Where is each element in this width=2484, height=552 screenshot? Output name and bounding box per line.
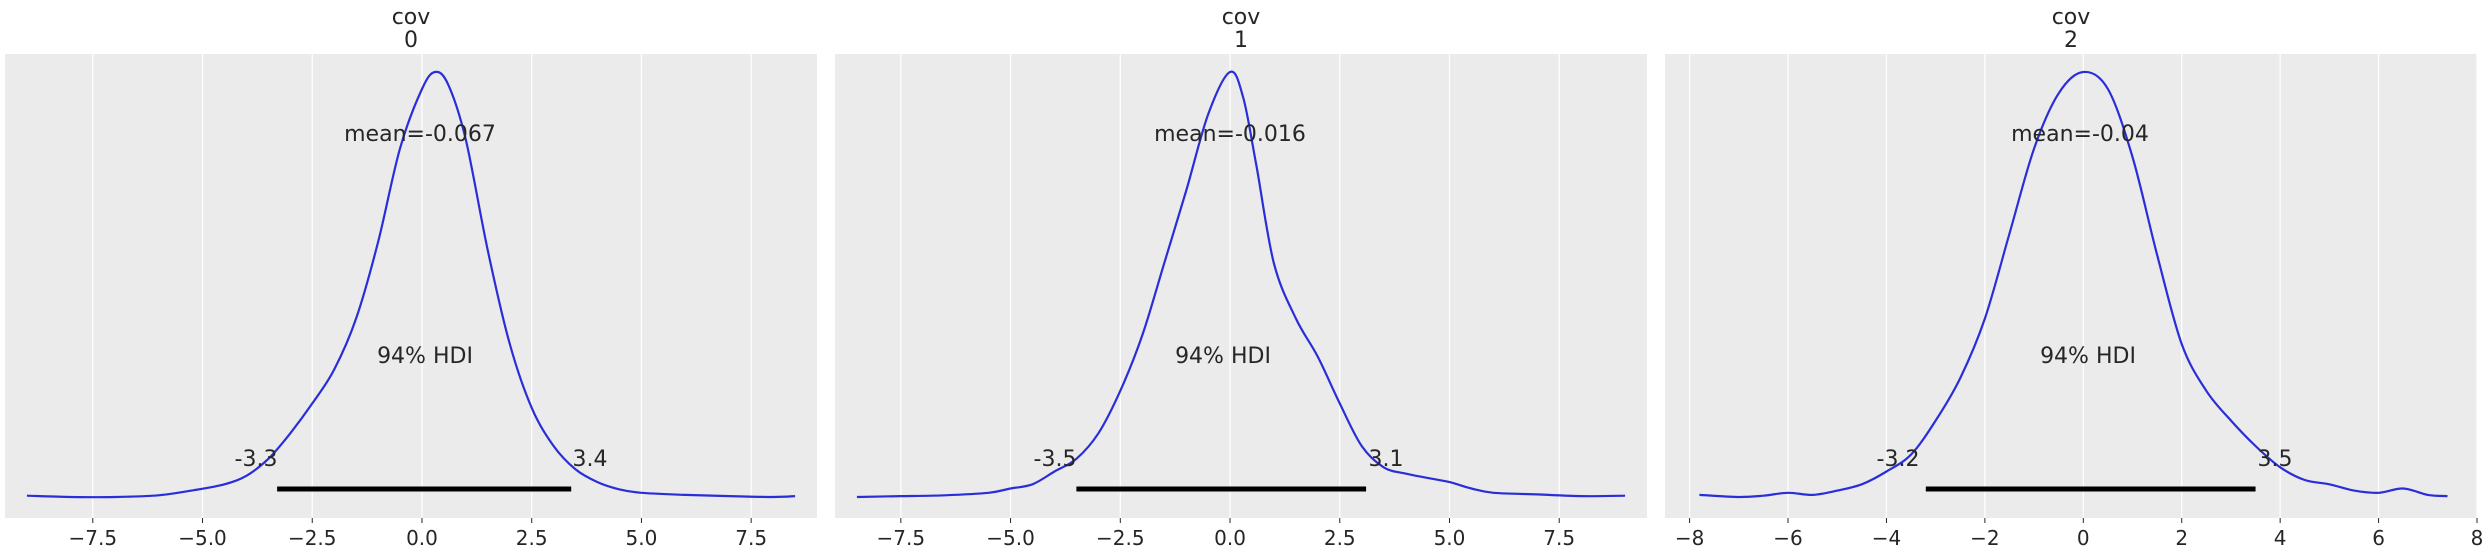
- hdi-low-label: -3.3: [235, 447, 278, 472]
- hdi-high-label: 3.1: [1369, 447, 1404, 472]
- plot-area: [1665, 54, 2477, 518]
- mean-label: mean=-0.04: [2011, 122, 2149, 147]
- x-tick-label: −7.5: [68, 526, 117, 550]
- x-tick-label: −4: [1872, 526, 1901, 550]
- x-tick-label: 0.0: [1214, 526, 1246, 550]
- plot-area: [5, 54, 817, 518]
- kde-curve: [26, 70, 796, 499]
- subplot-cov-1: cov 1 −7.5 −5.0 −2.5 0.0 2.5 5.0 7.5 mean=-0.0…: [835, 5, 1647, 550]
- x-gridlines: [900, 54, 1560, 518]
- x-tick-label: 7.5: [735, 526, 767, 550]
- x-tick-label: −2.5: [1096, 526, 1145, 550]
- x-gridlines: [92, 54, 752, 518]
- x-tick-label: 2.5: [516, 526, 548, 550]
- mean-label: mean=-0.016: [1154, 122, 1306, 147]
- x-axis: −8 −6 −4 −2 0 2 4 6 8: [1675, 518, 2484, 550]
- x-tick-label: 2.5: [1324, 526, 1356, 550]
- mean-label: mean=-0.067: [344, 122, 496, 147]
- subplot-cov-2: cov 2 −8 −6 −4 −2 0 2 4 6 8 mean=-0.04 94% HDI -…: [1665, 5, 2483, 550]
- x-tick-label: 2: [2175, 526, 2188, 550]
- kde-curve: [856, 70, 1626, 499]
- hdi-label: 94% HDI: [1175, 344, 1271, 369]
- x-tick-label: −6: [1773, 526, 1802, 550]
- subplot-title-line-2: 1: [1234, 28, 1248, 53]
- subplot-title-line-1: cov: [392, 5, 431, 30]
- x-tick-label: −5.0: [986, 526, 1035, 550]
- x-tick-label: 6: [2372, 526, 2385, 550]
- hdi-low-label: -3.5: [1034, 447, 1077, 472]
- hdi-high-label: 3.5: [2258, 447, 2293, 472]
- x-tick-label: 5.0: [626, 526, 658, 550]
- x-tick-label: −8: [1675, 526, 1704, 550]
- x-tick-label: −2: [1970, 526, 1999, 550]
- subplot-title-line-2: 2: [2064, 28, 2078, 53]
- x-tick-label: −5.0: [178, 526, 227, 550]
- subplot-cov-0: cov 0 −7.5 −5.0 −2.5 0.0 2.5 5.0 7.5 mean=-0.0…: [5, 5, 817, 550]
- plot-area: [835, 54, 1647, 518]
- x-tick-label: 7.5: [1543, 526, 1575, 550]
- x-tick-label: 4: [2274, 526, 2287, 550]
- hdi-low-label: -3.2: [1877, 447, 1920, 472]
- x-axis: −7.5 −5.0 −2.5 0.0 2.5 5.0 7.5: [68, 518, 767, 550]
- x-tick-label: 5.0: [1434, 526, 1466, 550]
- hdi-high-label: 3.4: [573, 447, 608, 472]
- subplot-title-line-1: cov: [2052, 5, 2091, 30]
- subplot-title-line-1: cov: [1222, 5, 1261, 30]
- kde-curve: [1699, 70, 2448, 499]
- hdi-label: 94% HDI: [2040, 344, 2136, 369]
- x-tick-label: 0: [2077, 526, 2090, 550]
- x-tick-label: 0.0: [406, 526, 438, 550]
- x-gridlines: [1689, 54, 2478, 518]
- x-tick-label: −2.5: [288, 526, 337, 550]
- x-axis: −7.5 −5.0 −2.5 0.0 2.5 5.0 7.5: [877, 518, 1575, 550]
- subplot-title-line-2: 0: [404, 28, 418, 53]
- x-tick-label: 8: [2471, 526, 2484, 550]
- x-tick-label: −7.5: [877, 526, 926, 550]
- hdi-label: 94% HDI: [377, 344, 473, 369]
